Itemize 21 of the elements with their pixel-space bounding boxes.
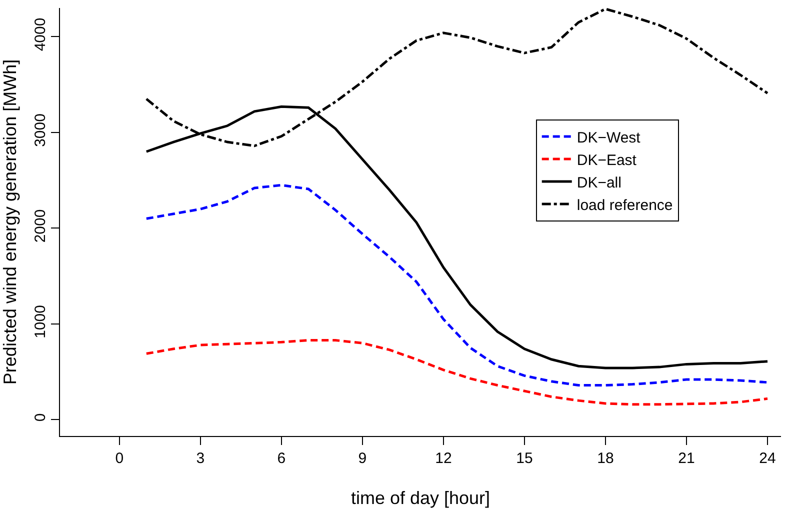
legend-label: DK−West (576, 129, 642, 146)
x-tick-label: 3 (196, 450, 205, 467)
y-tick-label: 4000 (32, 18, 49, 52)
y-tick-label: 3000 (32, 114, 49, 147)
x-tick-label: 12 (435, 450, 452, 467)
line-series (145, 339, 769, 406)
x-tick-label: 15 (516, 450, 533, 467)
y-axis-title: Predicted wind energy generation [MWh] (0, 59, 20, 385)
x-tick-label: 6 (277, 450, 286, 467)
x-tick-label: 0 (115, 450, 124, 467)
x-axis-title: time of day [hour] (350, 488, 490, 508)
x-tick-label: 18 (597, 450, 614, 467)
x-tick-label: 9 (358, 450, 367, 467)
legend-label: load reference (576, 196, 673, 214)
x-tick-label: 21 (678, 450, 695, 467)
y-tick-label: 2000 (32, 209, 49, 243)
y-tick-label: 1000 (32, 305, 49, 338)
x-tick-label: 24 (759, 450, 776, 467)
legend-label: DK−East (576, 152, 638, 169)
y-tick-label: 0 (32, 413, 49, 422)
legend-label: DK−all (576, 174, 622, 192)
